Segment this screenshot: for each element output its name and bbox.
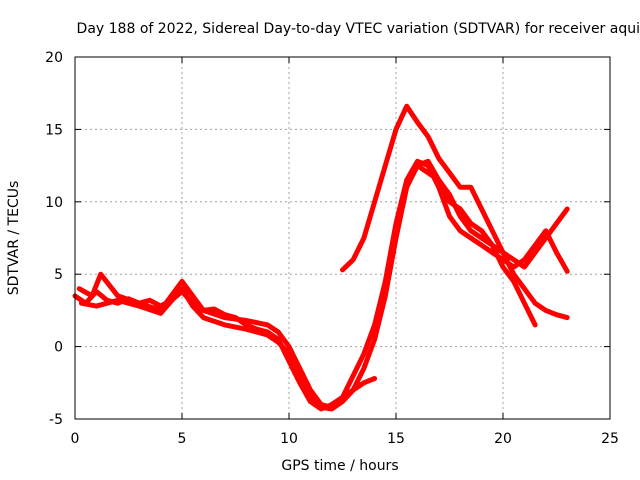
y-tick-label: 5 bbox=[54, 267, 63, 283]
x-tick-label: 15 bbox=[387, 431, 405, 447]
series-line-trace-4 bbox=[340, 103, 570, 321]
y-axis-label: SDTVAR / TECUs bbox=[6, 181, 22, 296]
x-tick-label: 20 bbox=[494, 431, 512, 447]
series-line-trace-3 bbox=[78, 158, 570, 412]
plot-frame bbox=[74, 56, 611, 420]
series-line-trace-1 bbox=[72, 289, 378, 412]
chart-title: Day 188 of 2022, Sidereal Day-to-day VTE… bbox=[77, 21, 640, 37]
x-axis-label: GPS time / hours bbox=[281, 458, 398, 474]
series-layer bbox=[72, 103, 570, 412]
y-tick-label: 10 bbox=[45, 195, 63, 211]
grid bbox=[75, 57, 610, 419]
y-tick-label: -5 bbox=[49, 412, 63, 428]
x-tick-label: 10 bbox=[280, 431, 298, 447]
x-axis-ticks: 0 5 10 15 20 25 bbox=[71, 57, 619, 447]
series-line-trace-2 bbox=[76, 158, 570, 410]
y-tick-label: 0 bbox=[54, 340, 63, 356]
x-tick-label: 0 bbox=[71, 431, 80, 447]
y-tick-label: 20 bbox=[45, 50, 63, 66]
series-line-trace-5 bbox=[414, 163, 538, 328]
y-tick-label: 15 bbox=[45, 122, 63, 138]
x-tick-label: 5 bbox=[178, 431, 187, 447]
y-axis-ticks: -5 0 5 10 15 20 bbox=[45, 50, 610, 428]
x-tick-label: 25 bbox=[601, 431, 619, 447]
